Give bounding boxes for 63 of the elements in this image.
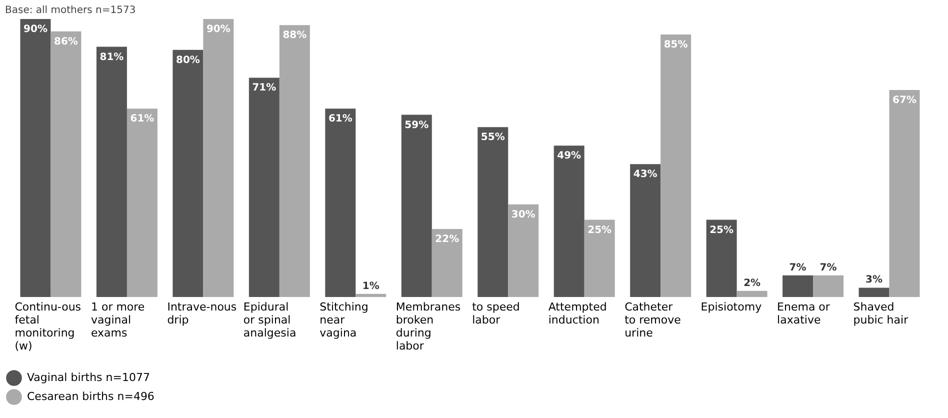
x-tick-label: Continu-ous fetal monitoring (w)	[14, 300, 82, 352]
data-label: 30%	[511, 209, 536, 220]
bar	[20, 19, 51, 297]
bar	[203, 19, 234, 297]
x-tick-label: Epidural or spinal analgesia	[243, 300, 296, 340]
bar	[813, 275, 844, 297]
bar	[432, 229, 462, 297]
data-label: 61%	[328, 114, 352, 125]
bar	[478, 127, 508, 297]
data-label: 90%	[206, 24, 230, 35]
x-tick-label: Stitching near vagina	[320, 300, 368, 340]
x-tick-label: Intrave-nous drip	[167, 300, 237, 326]
bar	[96, 46, 127, 297]
bar	[858, 288, 890, 297]
bar	[325, 108, 356, 297]
data-label: 61%	[130, 114, 154, 125]
data-label: 71%	[252, 82, 276, 94]
bar	[584, 220, 615, 297]
x-tick-label: to speed labor	[472, 300, 520, 326]
data-label: 7%	[789, 262, 806, 274]
data-label: 22%	[435, 234, 460, 246]
bar	[126, 108, 158, 297]
x-tick-label: Catheter to remove urine	[624, 300, 682, 340]
bar	[736, 290, 768, 297]
x-tick-label: Membranes broken during labor	[396, 300, 461, 352]
bar	[50, 31, 82, 297]
x-tick-label: Enema or laxative	[777, 300, 830, 326]
data-label: 49%	[557, 150, 582, 162]
bar	[630, 164, 661, 297]
bar	[782, 275, 814, 297]
data-label: 88%	[282, 30, 307, 42]
legend-label: Cesarean births n=496	[27, 390, 154, 403]
data-label: 25%	[710, 224, 734, 236]
text: Base: all mothers n=1573	[5, 5, 136, 16]
bar	[279, 25, 310, 297]
data-label: 90%	[24, 24, 48, 35]
data-label: 25%	[588, 224, 612, 236]
data-label: 43%	[633, 169, 658, 180]
data-label: 3%	[866, 274, 883, 286]
data-label: 2%	[744, 278, 761, 289]
bar	[660, 34, 692, 297]
bar	[401, 114, 432, 297]
data-label: 67%	[892, 95, 916, 106]
x-tick-label: Shaved pubic hair	[853, 300, 909, 326]
bar	[706, 220, 737, 297]
x-tick-label: Attempted induction	[548, 300, 607, 326]
data-label: 80%	[176, 54, 200, 66]
bar	[248, 78, 280, 297]
x-tick-label: 1 or more vaginal exams	[90, 300, 145, 340]
bar	[356, 294, 386, 297]
bar	[889, 90, 920, 297]
bar	[172, 50, 204, 297]
data-label: 86%	[54, 36, 78, 48]
bar	[508, 204, 539, 297]
legend-label: Vaginal births n=1077	[27, 371, 150, 384]
data-label: 59%	[404, 120, 429, 131]
data-label: 1%	[362, 280, 380, 292]
data-label: 55%	[480, 132, 505, 144]
data-label: 81%	[100, 52, 124, 63]
x-tick-label: Episiotomy	[700, 300, 762, 314]
bar	[554, 146, 584, 297]
data-label: 85%	[664, 39, 688, 50]
data-label: 7%	[820, 262, 837, 274]
